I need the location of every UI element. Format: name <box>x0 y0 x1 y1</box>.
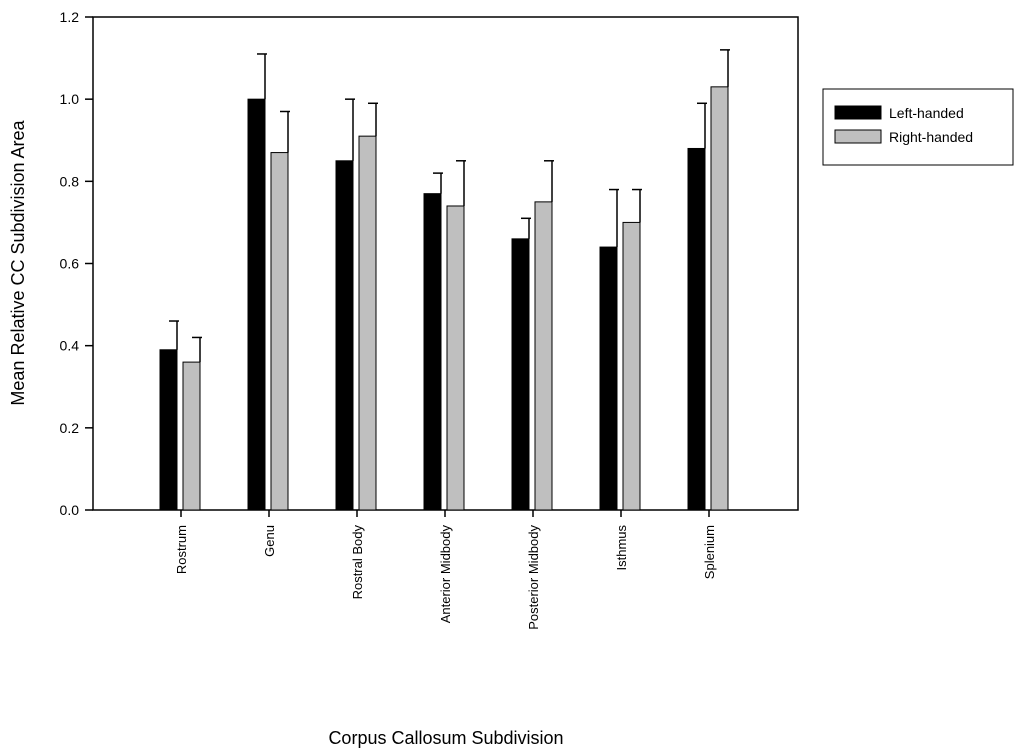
y-axis-title: Mean Relative CC Subdivision Area <box>8 119 28 405</box>
y-tick-label: 0.8 <box>60 173 80 189</box>
legend-swatch-right-handed <box>834 129 882 144</box>
x-axis: Rostrum Genu Rostral Body Anterior Midbody P… <box>174 510 717 630</box>
y-tick-label: 0.4 <box>60 338 80 354</box>
bar <box>599 246 618 511</box>
legend-label-left-handed: Left-handed <box>889 105 964 121</box>
x-tick-label: Rostral Body <box>350 525 365 600</box>
bar <box>182 361 201 511</box>
y-tick-label: 0.0 <box>60 502 80 518</box>
bar <box>687 147 706 511</box>
x-tick-label: Anterior Midbody <box>438 525 453 624</box>
x-tick-label: Posterior Midbody <box>526 525 541 630</box>
bar <box>511 238 530 511</box>
bar <box>423 193 442 511</box>
y-tick-label: 0.2 <box>60 420 80 436</box>
bar <box>247 98 266 511</box>
legend: Left-handed Right-handed <box>822 88 1014 166</box>
x-tick-label: Rostrum <box>174 525 189 574</box>
legend-label-right-handed: Right-handed <box>889 129 973 145</box>
bar <box>159 349 178 511</box>
bar <box>622 221 641 511</box>
bars <box>159 49 730 511</box>
legend-swatch-left-handed <box>834 105 882 120</box>
x-tick-label: Isthmus <box>614 525 629 571</box>
x-tick-label: Splenium <box>702 525 717 579</box>
bar <box>710 86 729 511</box>
x-axis-title: Corpus Callosum Subdivision <box>328 728 563 748</box>
bar <box>335 160 354 511</box>
y-axis: 0.0 0.2 0.4 0.6 0.8 1.0 1.2 <box>60 9 93 518</box>
x-tick-label: Genu <box>262 525 277 557</box>
bar <box>358 135 377 511</box>
y-tick-label: 1.2 <box>60 9 80 25</box>
bar <box>270 152 289 511</box>
y-tick-label: 0.6 <box>60 256 80 272</box>
legend-box <box>822 88 1014 166</box>
y-tick-label: 1.0 <box>60 91 80 107</box>
bar <box>534 201 553 511</box>
bar <box>446 205 465 511</box>
